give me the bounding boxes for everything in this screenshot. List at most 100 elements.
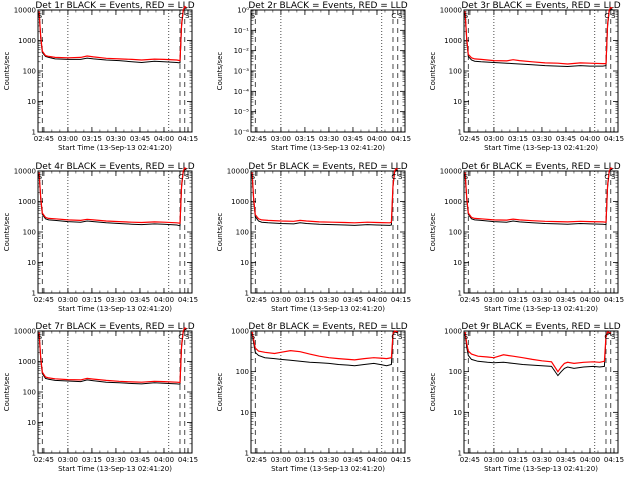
panel: Det 1r BLACK = Events, RED = LLD 1 10 100 10… [3,1,198,152]
series-line-events [251,169,399,226]
y-tick-label: 100 [23,68,36,76]
y-tick-label: 1 [32,290,36,298]
x-axis-title: Start Time (13-Sep-13 02:41:20) [271,144,385,152]
y-tick-label: 100 [449,68,462,76]
annotation-marker: S [398,333,403,341]
annotation-marker: S [611,12,616,20]
y-tick-label: 100 [449,368,462,376]
x-tick-label: 03:15 [295,456,315,464]
x-tick-label: 04:00 [580,135,600,143]
y-tick-label: 100 [23,229,36,237]
annotation-marker: S [398,12,403,20]
x-tick-label: 04:15 [391,456,411,464]
series-line-events [464,168,613,226]
x-axis-title: Start Time (13-Sep-13 02:41:20) [58,465,172,473]
series-line-events [464,332,611,377]
series-line-events [251,331,398,367]
y-tick-label: 10 [453,409,462,417]
x-tick-label: 04:00 [580,296,600,304]
x-tick-label: 03:00 [58,296,78,304]
y-tick-label: 1 [458,450,462,458]
annotation-marker: S [38,173,43,181]
y-axis-title: Counts/sec [216,52,224,91]
x-tick-label: 02:45 [247,296,267,304]
panel-title: Det 6r BLACK = Events, RED = LLD [461,162,620,172]
y-tick-label: 100 [236,229,249,237]
panel-title: Det 7r BLACK = Events, RED = LLD [35,322,194,332]
y-axis-title: Counts/sec [3,52,11,91]
series-line-lld [464,6,613,65]
x-tick-label: 03:00 [58,135,78,143]
y-tick-label: 100 [449,229,462,237]
y-tick-label: 10000 [440,168,462,176]
x-tick-label: 03:15 [82,135,102,143]
panel: Det 4r BLACK = Events, RED = LLD 1 10 100 10… [3,162,198,313]
x-tick-label: 02:45 [460,296,480,304]
x-axis-title: Start Time (13-Sep-13 02:41:20) [484,144,598,152]
annotation-marker: C [178,12,183,20]
x-tick-label: 04:00 [367,296,387,304]
series-line-lld [464,331,611,373]
annotation-marker: S [38,12,43,20]
x-tick-label: 04:15 [391,135,411,143]
panel-title: Det 4r BLACK = Events, RED = LLD [35,162,194,172]
panel: Det 9r BLACK = Events, RED = LLD 1 10 100 10… [429,322,624,473]
annotation-marker: S [251,173,256,181]
x-tick-label: 03:45 [130,135,150,143]
annotation-marker: C [391,173,396,181]
y-tick-label: 1000 [18,198,36,206]
x-tick-label: 02:45 [247,456,267,464]
y-tick-label: 1 [245,290,249,298]
series-line-lld [251,167,398,224]
y-tick-label: 10⁻¹ [234,27,250,35]
y-tick-label: 10⁻³ [234,68,250,76]
y-tick-label: 10⁻⁶ [234,129,250,137]
x-tick-label: 03:30 [532,135,552,143]
y-tick-label: 1000 [444,198,462,206]
annotation-marker: S [611,333,616,341]
panel-title: Det 5r BLACK = Events, RED = LLD [248,162,407,172]
x-tick-label: 03:45 [343,456,363,464]
series-line-events [38,6,187,64]
x-tick-label: 03:45 [556,296,576,304]
x-tick-label: 04:00 [154,135,174,143]
panel-title: Det 1r BLACK = Events, RED = LLD [35,1,194,11]
x-tick-label: 04:15 [178,456,198,464]
x-tick-label: 03:30 [319,456,339,464]
panel: Det 3r BLACK = Events, RED = LLD 1 10 100 10… [429,1,624,152]
panel: Det 2r BLACK = Events, RED = LLD 10⁻⁶ 10⁻⁵… [216,1,411,152]
annotation-marker: S [398,173,403,181]
annotation-marker: C [178,173,183,181]
x-tick-label: 03:30 [106,296,126,304]
y-tick-label: 1 [32,129,36,137]
x-tick-label: 03:15 [508,456,528,464]
x-tick-label: 03:45 [130,456,150,464]
annotation-marker: C [178,333,183,341]
series-line-events [38,168,187,227]
y-tick-label: 10 [27,259,36,267]
y-tick-label: 10 [240,259,249,267]
x-tick-label: 03:45 [343,135,363,143]
x-tick-label: 03:15 [508,135,528,143]
panel-title: Det 3r BLACK = Events, RED = LLD [461,1,620,11]
x-tick-label: 04:00 [580,456,600,464]
panel: Det 7r BLACK = Events, RED = LLD 1 10 100 10… [3,322,198,473]
x-tick-label: 03:15 [295,296,315,304]
series-line-lld [464,167,613,223]
annotation-marker: S [38,333,43,341]
x-tick-label: 04:00 [367,456,387,464]
y-tick-label: 1000 [18,358,36,366]
annotation-marker: C [391,333,396,341]
y-axis-title: Counts/sec [3,213,11,252]
y-tick-label: 10000 [14,7,36,15]
y-tick-label: 100 [23,389,36,397]
series-line-events [38,328,187,385]
y-tick-label: 1000 [231,198,249,206]
y-tick-label: 10⁻² [234,47,250,55]
x-tick-label: 03:45 [343,296,363,304]
x-tick-label: 03:45 [130,296,150,304]
x-tick-label: 02:45 [34,296,54,304]
annotation-marker: S [251,333,256,341]
x-tick-label: 03:00 [271,456,291,464]
x-tick-label: 03:30 [319,135,339,143]
